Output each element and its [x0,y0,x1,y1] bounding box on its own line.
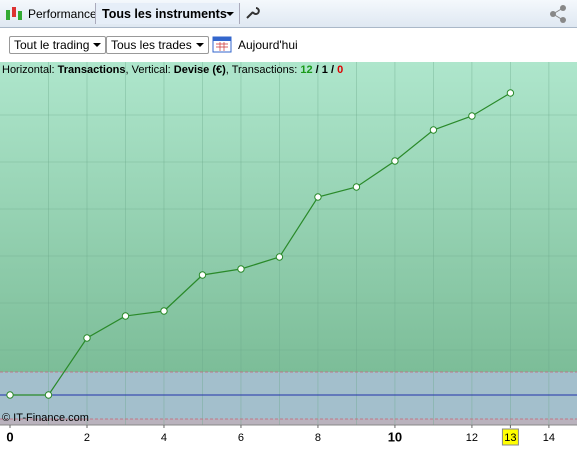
toolbar: Performance Tous les instruments [0,0,577,28]
x-tick-label: 6 [238,432,244,444]
point [6,391,14,399]
point [352,183,361,191]
info-text: 0 [337,64,344,76]
tab[interactable]: Performance [28,7,97,21]
point [391,157,399,165]
point [83,334,91,342]
x-tick-label: 14 [543,432,555,444]
instrument: Tous les instruments [102,7,227,21]
dropdown[interactable]: Tous les trades [106,36,209,54]
plot-area [0,62,577,372]
trades: Tous les trades [111,38,192,52]
icon [6,7,22,20]
point [314,193,322,201]
trading: Tout le trading [14,38,90,52]
info-text: / [312,64,322,76]
point [275,253,284,261]
caret [226,12,234,16]
x-tick-label: 4 [161,432,167,444]
x-tick-label: 10 [388,429,402,444]
info-text: , Vertical: [125,64,174,76]
info-text: 12 [300,64,313,76]
info-text: Transactions [57,64,126,76]
point [237,265,245,273]
x-tick-label: 12 [466,432,478,444]
filter-bar: Tout le trading Tous les trades Aujourd'… [0,28,577,62]
point [429,126,438,134]
low-zone [0,419,577,425]
info-text: Horizontal: [2,64,58,76]
share[interactable] [549,4,569,24]
point [160,307,168,315]
info-text: 1 [321,64,328,76]
wrench[interactable] [244,5,260,21]
x-tick-label: 0 [6,429,13,444]
calendar[interactable] [212,34,234,54]
x-tick-label: 2 [84,432,90,444]
point [121,312,130,320]
point [506,89,515,97]
info-text: Devise (€) [173,64,226,76]
dropdown[interactable]: Tout le trading [9,36,107,54]
info-text: , Transactions: [225,64,301,76]
info-line: Horizontal: Transactions, Vertical: Devi… [2,64,343,76]
x-tick-label: 13 [504,432,516,444]
watermark: © IT-Finance.com [2,412,89,424]
line [10,92,511,396]
date[interactable]: Aujourd'hui [238,38,298,52]
x-tick-label: 8 [315,432,321,444]
point [198,271,207,279]
info-text: / [327,64,338,76]
x-axis-area [0,425,577,450]
instrument-selector[interactable]: Tous les instruments [95,3,240,24]
tick-highlight [501,428,519,446]
point [468,112,476,120]
point [44,391,53,399]
